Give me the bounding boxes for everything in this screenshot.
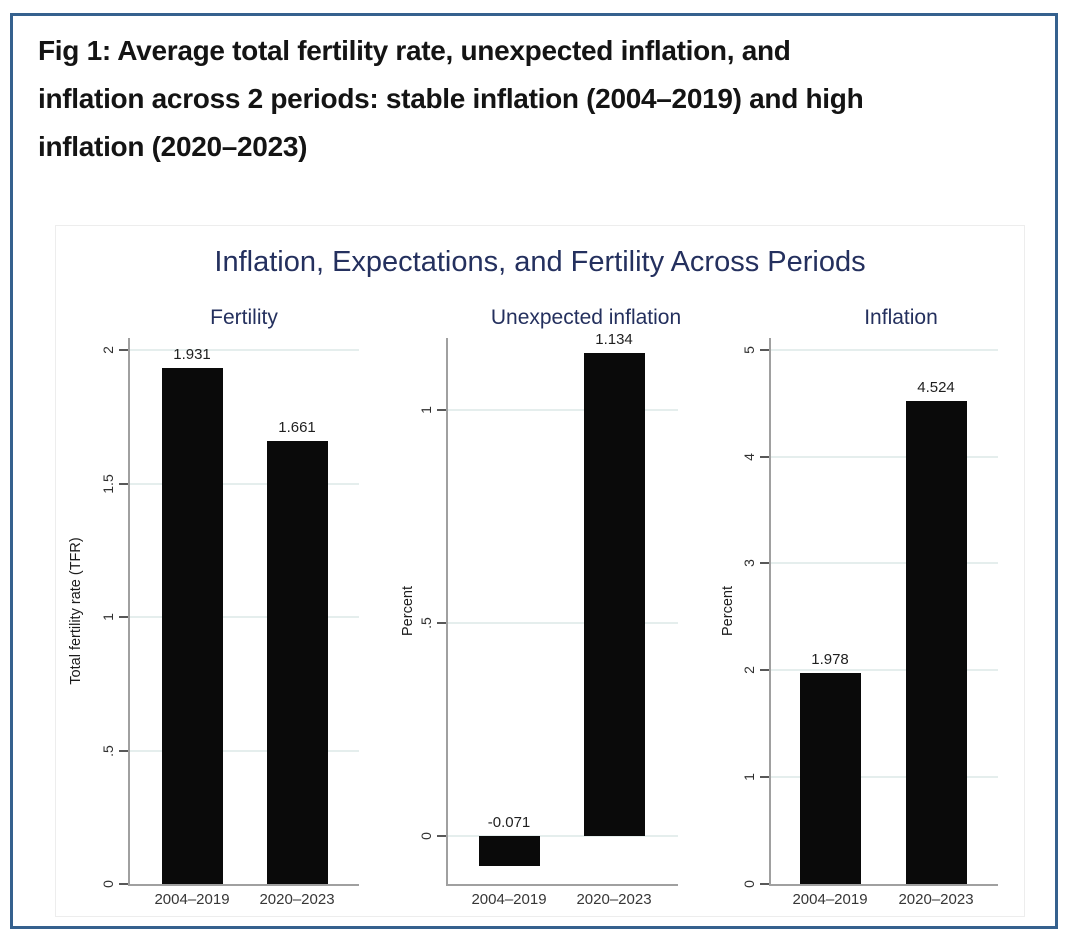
y-tick — [760, 883, 769, 885]
gridline — [769, 776, 998, 779]
gridline — [446, 834, 678, 837]
y-tick — [119, 749, 128, 752]
caption-line: inflation across 2 periods: stable infla… — [38, 83, 864, 114]
caption-line: inflation (2020–2023) — [38, 131, 308, 162]
y-tick — [437, 834, 446, 837]
subplot-fertility: 0.5 1 1.5 2 Total fertility rate (TFR) Fertil… — [56, 226, 1024, 916]
bar — [799, 672, 861, 884]
bar — [478, 835, 540, 867]
bar — [905, 400, 967, 884]
chart-title: Inflation, Expectations, and Fertility A… — [214, 246, 866, 278]
x-axis-line — [446, 884, 678, 886]
chart-panel: Inflation, Expectations, and Fertility A… — [55, 225, 1025, 917]
gridline — [769, 455, 998, 458]
gridline — [128, 616, 359, 618]
subplot-inflation: 0 1 2 3 4 5 Percent Inflation 1.978 2004–2019 4.52… — [56, 226, 1024, 916]
y-tick — [119, 616, 128, 618]
y-axis-line — [128, 338, 130, 884]
x-axis-line — [128, 884, 359, 886]
y-axis-line — [446, 338, 448, 884]
gridline — [769, 669, 998, 672]
gridline — [446, 409, 678, 412]
figure-caption: Fig 1: Average total fertility rate, une… — [38, 27, 1038, 171]
y-tick — [119, 349, 128, 351]
x-axis-line — [769, 884, 998, 886]
y-tick — [119, 883, 128, 885]
caption-line: Fig 1: Average total fertility rate, une… — [38, 35, 791, 66]
y-tick — [760, 776, 769, 779]
gridline — [769, 348, 998, 351]
bar — [583, 353, 645, 836]
gridline — [128, 349, 359, 351]
gridline — [128, 482, 359, 485]
y-tick — [760, 348, 769, 351]
gridline — [446, 622, 678, 625]
subplot-unexpected-inflation: 0.5 1 Percent Unexpected inflation -0.071 200… — [400, 306, 682, 908]
y-tick — [760, 562, 769, 565]
y-tick — [760, 669, 769, 672]
gridline — [128, 749, 359, 752]
y-tick — [437, 409, 446, 412]
bar — [266, 440, 328, 884]
y-axis-line — [769, 338, 771, 884]
gridline — [769, 562, 998, 565]
y-tick — [119, 482, 128, 485]
y-tick — [437, 622, 446, 625]
y-tick — [760, 455, 769, 458]
bar — [161, 368, 223, 884]
